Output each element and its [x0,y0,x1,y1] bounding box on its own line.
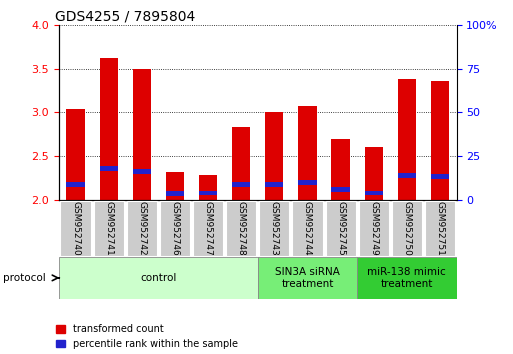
Bar [431,81,449,200]
Text: GSM952740: GSM952740 [71,201,80,256]
Bar [232,182,250,187]
Text: GSM952742: GSM952742 [137,201,146,256]
Text: miR-138 mimic
treatment: miR-138 mimic treatment [367,267,446,289]
Bar [331,139,350,200]
Bar [67,182,85,187]
Text: GSM952743: GSM952743 [270,201,279,256]
Bar [100,166,118,171]
Bar [365,190,383,195]
Text: SIN3A siRNA
treatment: SIN3A siRNA treatment [275,267,340,289]
Bar [326,201,356,256]
Bar [299,106,317,200]
Text: control: control [140,273,176,283]
Legend: transformed count, percentile rank within the sample: transformed count, percentile rank withi… [56,324,238,349]
Bar [133,169,151,173]
Bar [199,190,217,195]
Bar [292,201,323,256]
Bar [199,176,217,200]
Text: GSM952741: GSM952741 [104,201,113,256]
Bar [392,201,422,256]
Bar [331,187,350,192]
Bar [166,172,184,200]
Bar [59,257,258,299]
Text: protocol: protocol [3,273,45,283]
Bar [67,109,85,200]
Text: GSM952744: GSM952744 [303,201,312,256]
Text: GSM952751: GSM952751 [436,201,444,256]
Bar [127,201,157,256]
Bar [259,201,289,256]
Bar [265,182,284,187]
Bar [357,257,457,299]
Text: GSM952749: GSM952749 [369,201,378,256]
Bar [61,201,91,256]
Bar [398,173,416,178]
Bar [425,201,455,256]
Bar [265,112,284,200]
Bar [193,201,223,256]
Bar [431,174,449,179]
Bar [299,180,317,185]
Text: GSM952750: GSM952750 [402,201,411,256]
Bar [166,192,184,196]
Bar [133,69,151,200]
Bar [398,79,416,200]
Bar [258,257,357,299]
Bar [232,127,250,200]
Text: GSM952748: GSM952748 [236,201,246,256]
Text: GDS4255 / 7895804: GDS4255 / 7895804 [55,10,195,24]
Bar [160,201,190,256]
Text: GSM952745: GSM952745 [336,201,345,256]
Bar [226,201,256,256]
Bar [93,201,124,256]
Bar [359,201,389,256]
Text: GSM952746: GSM952746 [170,201,180,256]
Bar [100,58,118,200]
Bar [365,147,383,200]
Text: GSM952747: GSM952747 [204,201,212,256]
